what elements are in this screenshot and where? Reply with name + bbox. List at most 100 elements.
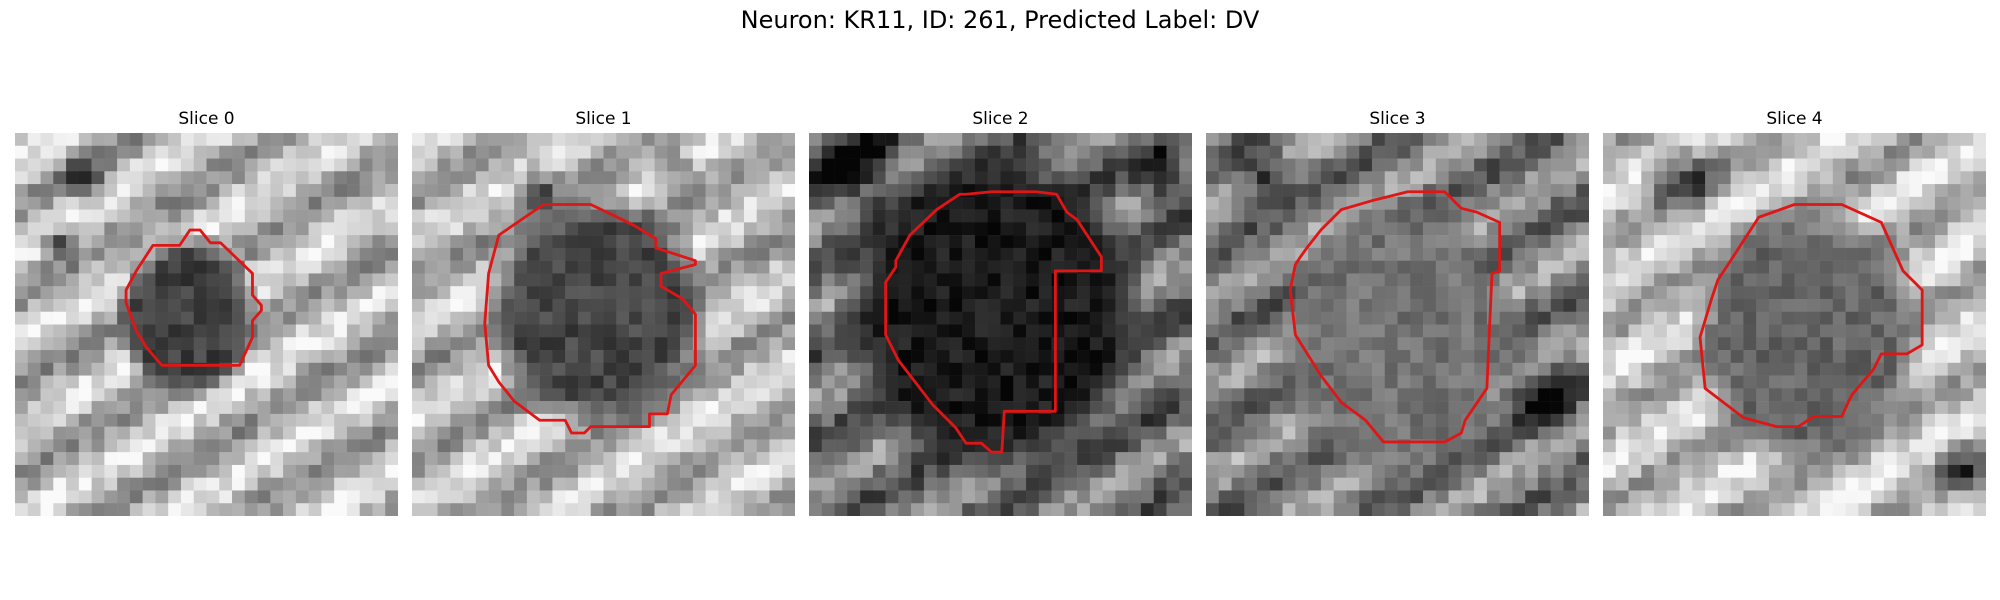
pixel-cell [1448,503,1462,516]
pixel-cell [1461,311,1475,325]
pixel-cell [295,324,309,338]
pixel-cell [1461,247,1475,261]
pixel-cell [565,311,579,325]
pixel-cell [1089,196,1103,210]
pixel-cell [898,477,912,491]
pixel-cell [1679,490,1693,504]
pixel-cell [270,324,284,338]
pixel-cell [667,145,681,159]
pixel-cell [809,350,823,364]
pixel-cell [66,413,80,427]
pixel-cell [1832,452,1846,466]
pixel-cell [1654,413,1668,427]
pixel-cell [705,503,719,516]
pixel-cell [1973,222,1986,236]
pixel-cell [641,273,655,287]
pixel-cell [769,171,783,185]
pixel-cell [437,362,451,376]
pixel-cell [743,158,757,172]
pixel-cell [667,464,681,478]
pixel-cell [40,503,54,516]
pixel-cell [308,209,322,223]
pixel-cell [590,209,604,223]
pixel-cell [450,413,464,427]
pixel-cell [1102,350,1116,364]
pixel-cell [1102,362,1116,376]
pixel-cell [1960,133,1974,147]
pixel-cell [1756,350,1770,364]
pixel-cell [346,413,360,427]
pixel-cell [885,311,899,325]
pixel-cell [1320,133,1334,147]
pixel-cell [488,477,502,491]
pixel-cell [847,171,861,185]
pixel-cell [1026,503,1040,516]
pixel-cell [1666,286,1680,300]
pixel-cell [1603,145,1617,159]
pixel-cell [1807,464,1821,478]
pixel-cell [232,145,246,159]
pixel-cell [1231,133,1245,147]
pixel-cell [15,235,29,249]
pixel-cell [1641,311,1655,325]
pixel-cell [1089,273,1103,287]
pixel-cell [1628,311,1642,325]
pixel-cell [334,362,348,376]
pixel-cell [244,311,258,325]
pixel-cell [129,222,143,236]
pixel-cell [283,286,297,300]
pixel-cell [1435,145,1449,159]
pixel-cell [1026,362,1040,376]
pixel-cell [782,273,795,287]
pixel-cell [412,260,426,274]
pixel-cell [590,388,604,402]
pixel-cell [180,401,194,415]
pixel-cell [412,401,426,415]
pixel-cell [1013,260,1027,274]
pixel-cell [1461,133,1475,147]
pixel-cell [1832,324,1846,338]
pixel-cell [1244,413,1258,427]
pixel-cell [78,413,92,427]
pixel-cell [1781,388,1795,402]
pixel-cell [53,298,67,312]
pixel-cell [257,464,271,478]
pixel-cell [680,401,694,415]
pixel-cell [1333,350,1347,364]
pixel-cell [15,452,29,466]
pixel-cell [1499,375,1513,389]
pixel-cell [193,337,207,351]
pixel-cell [1179,413,1192,427]
pixel-cell [1206,247,1220,261]
pixel-cell [1820,350,1834,364]
pixel-cell [424,439,438,453]
pixel-cell [923,196,937,210]
pixel-cell [1346,235,1360,249]
pixel-cell [270,273,284,287]
pixel-cell [1666,171,1680,185]
pixel-cell [424,298,438,312]
pixel-cell [1973,286,1986,300]
pixel-cell [501,464,515,478]
pixel-cell [1679,426,1693,440]
pixel-cell [283,145,297,159]
pixel-cell [1064,184,1078,198]
pixel-cell [1308,247,1322,261]
pixel-cell [1218,362,1232,376]
pixel-cell [91,298,105,312]
pixel-cell [1576,490,1589,504]
pixel-cell [295,388,309,402]
pixel-cell [334,235,348,249]
pixel-cell [155,426,169,440]
pixel-cell [565,222,579,236]
pixel-cell [603,401,617,415]
pixel-cell [475,247,489,261]
pixel-cell [232,503,246,516]
pixel-cell [1628,286,1642,300]
pixel-cell [539,503,553,516]
pixel-cell [847,298,861,312]
pixel-cell [1461,260,1475,274]
pixel-cell [1179,375,1192,389]
pixel-cell [526,401,540,415]
pixel-cell [1423,158,1437,172]
